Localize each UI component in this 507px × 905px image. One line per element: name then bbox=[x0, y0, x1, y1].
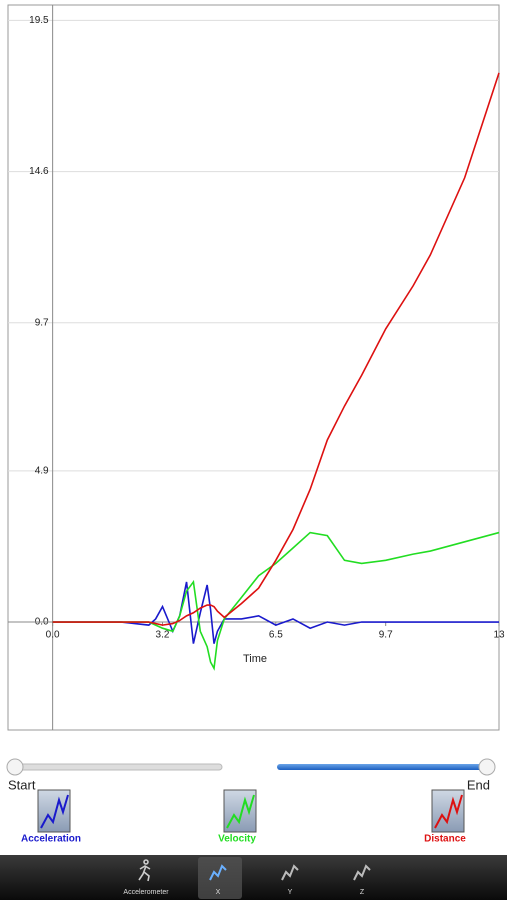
tab-bar bbox=[0, 855, 507, 900]
end-label: End bbox=[467, 777, 490, 792]
tab-label[interactable]: X bbox=[216, 889, 221, 896]
y-tick-label: 4.9 bbox=[35, 465, 49, 476]
series-button-label: Velocity bbox=[218, 834, 256, 845]
tab-icon bbox=[353, 864, 371, 881]
tab-label[interactable]: Accelerometer bbox=[123, 889, 169, 896]
start-thumb[interactable] bbox=[6, 758, 24, 776]
start-track[interactable] bbox=[13, 763, 223, 771]
x-tick-label: 6.5 bbox=[269, 630, 283, 641]
button-icon bbox=[434, 794, 463, 829]
series-line bbox=[52, 72, 500, 626]
button-icon bbox=[40, 794, 69, 829]
series-line bbox=[52, 531, 500, 671]
tab-label[interactable]: Y bbox=[288, 889, 293, 896]
x-tick-label: 3.2 bbox=[156, 630, 170, 641]
x-tick-label: 9.7 bbox=[379, 630, 393, 641]
x-axis-label: Time bbox=[243, 653, 267, 665]
y-tick-label: 9.7 bbox=[35, 317, 49, 328]
series-button-label: Distance bbox=[424, 834, 466, 845]
series-line bbox=[52, 581, 499, 644]
chart-frame bbox=[7, 4, 500, 731]
end-track[interactable] bbox=[277, 764, 487, 770]
y-tick-label: 14.6 bbox=[29, 166, 49, 177]
x-tick-label: 0.0 bbox=[46, 630, 60, 641]
tab-icon bbox=[281, 864, 299, 881]
x-tick-label: 13 bbox=[493, 630, 505, 641]
tab-icon bbox=[138, 859, 151, 882]
end-thumb[interactable] bbox=[478, 758, 496, 776]
start-label: Start bbox=[8, 777, 36, 792]
tab-icon bbox=[209, 864, 227, 881]
tab-label[interactable]: Z bbox=[360, 889, 365, 896]
y-tick-label: 19.5 bbox=[29, 15, 49, 26]
button-icon bbox=[226, 794, 255, 829]
tab-selected bbox=[198, 857, 242, 899]
series-button-label: Acceleration bbox=[21, 834, 81, 845]
